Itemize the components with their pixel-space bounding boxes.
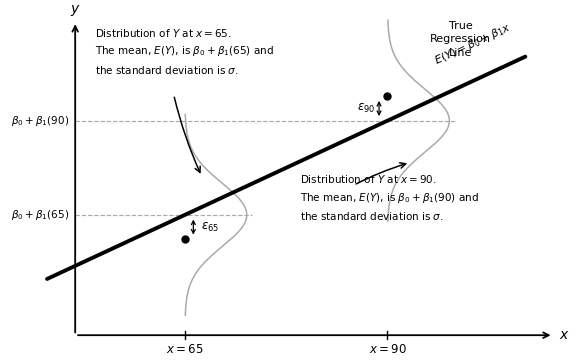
Text: True
Regression
Line: True Regression Line	[430, 21, 491, 58]
Text: Distribution of $Y$ at $x = 90$.
The mean, $E(Y)$, is $\beta_0 + \beta_1(90)$ an: Distribution of $Y$ at $x = 90$. The mea…	[300, 173, 479, 222]
Text: $\varepsilon_{90}$: $\varepsilon_{90}$	[357, 102, 375, 115]
Text: $x = 65$: $x = 65$	[166, 343, 203, 356]
Text: $\varepsilon_{65}$: $\varepsilon_{65}$	[201, 221, 219, 234]
Text: $\beta_0 + \beta_1(90)$: $\beta_0 + \beta_1(90)$	[11, 114, 69, 128]
Text: Distribution of $Y$ at $x = 65$.
The mean, $E(Y)$, is $\beta_0 + \beta_1(65)$ an: Distribution of $Y$ at $x = 65$. The mea…	[95, 26, 274, 75]
Text: $E(Y) = \beta_0 + \beta_1 x$: $E(Y) = \beta_0 + \beta_1 x$	[433, 21, 514, 68]
Text: $y$: $y$	[70, 3, 80, 18]
Text: $x$: $x$	[559, 328, 570, 342]
Text: $x = 90$: $x = 90$	[368, 343, 406, 356]
Text: $\beta_0 + \beta_1(65)$: $\beta_0 + \beta_1(65)$	[11, 208, 69, 222]
